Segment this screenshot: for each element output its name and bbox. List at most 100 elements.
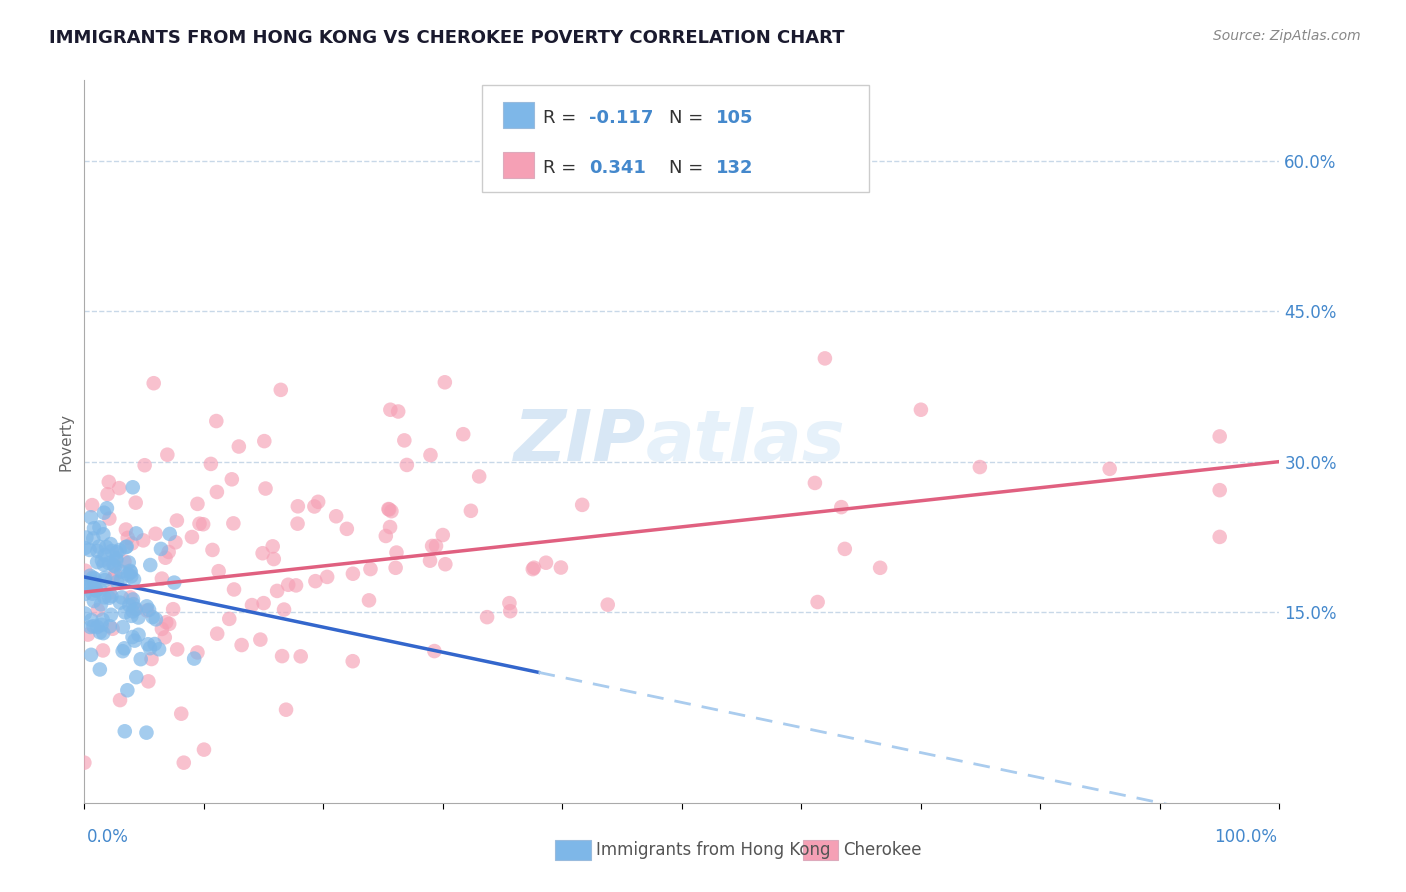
Point xyxy=(80,648,103,662)
Point xyxy=(290,649,312,664)
Point xyxy=(91,527,114,541)
Point xyxy=(108,543,131,558)
Text: R =: R = xyxy=(543,109,582,127)
Point xyxy=(475,610,498,624)
Point xyxy=(90,598,112,612)
Point xyxy=(191,517,214,532)
Point xyxy=(374,529,396,543)
Point xyxy=(181,530,204,544)
Point xyxy=(155,615,177,630)
Point xyxy=(342,566,364,581)
Point xyxy=(108,596,131,610)
Point xyxy=(155,550,177,565)
Point xyxy=(83,575,105,590)
Point xyxy=(359,562,381,576)
Point xyxy=(101,622,124,636)
Point xyxy=(201,543,224,558)
Point xyxy=(127,610,149,624)
Point xyxy=(149,541,172,556)
Point xyxy=(432,528,454,542)
Point xyxy=(91,643,114,657)
Point xyxy=(94,573,117,587)
Point xyxy=(100,537,122,551)
Point xyxy=(91,613,114,627)
Point xyxy=(1209,483,1232,498)
Point xyxy=(468,469,491,483)
Point xyxy=(830,500,852,515)
Point xyxy=(869,561,891,575)
Point xyxy=(834,541,856,556)
Point xyxy=(125,526,148,541)
Point xyxy=(325,509,347,524)
Point xyxy=(166,514,188,528)
Point xyxy=(252,546,274,560)
Point xyxy=(163,575,186,590)
Point xyxy=(98,619,121,633)
Point xyxy=(814,351,837,366)
Point xyxy=(82,532,104,546)
Point xyxy=(111,644,134,658)
Point xyxy=(285,578,308,592)
Point xyxy=(96,540,118,554)
Point xyxy=(120,564,142,578)
Point xyxy=(523,560,546,574)
Point xyxy=(98,586,121,600)
Point xyxy=(93,558,115,572)
Point xyxy=(111,591,134,605)
Point xyxy=(89,625,111,640)
Point xyxy=(150,622,173,636)
Point xyxy=(969,460,991,475)
Point xyxy=(136,637,159,651)
Point xyxy=(423,644,446,658)
Point xyxy=(274,703,297,717)
Point xyxy=(159,527,181,541)
Point xyxy=(75,564,97,578)
Point xyxy=(394,434,416,448)
Point xyxy=(80,574,103,589)
Point xyxy=(108,693,131,707)
Point xyxy=(188,516,211,531)
Point xyxy=(129,652,152,666)
Point xyxy=(105,545,128,559)
Point xyxy=(1209,530,1232,544)
Point xyxy=(138,603,160,617)
Point xyxy=(97,475,120,489)
Point xyxy=(304,574,326,589)
Point xyxy=(86,555,108,569)
Point xyxy=(136,603,159,617)
Point xyxy=(395,458,418,472)
Point xyxy=(114,724,136,739)
Point xyxy=(253,596,276,610)
Text: atlas: atlas xyxy=(647,407,846,476)
Point xyxy=(89,520,111,534)
Point xyxy=(499,604,522,618)
Point xyxy=(117,683,139,698)
Point xyxy=(142,610,165,624)
Point xyxy=(121,630,143,644)
Text: ZIP: ZIP xyxy=(513,407,647,476)
Point xyxy=(79,620,101,634)
Point xyxy=(83,572,105,586)
Point xyxy=(82,587,104,601)
Point xyxy=(425,539,447,553)
Point xyxy=(114,605,136,619)
Point xyxy=(104,559,127,574)
Point xyxy=(117,531,139,545)
Point xyxy=(162,602,184,616)
Point xyxy=(157,616,180,631)
Point xyxy=(73,607,96,621)
Point xyxy=(596,598,619,612)
Point xyxy=(105,574,128,589)
Point xyxy=(150,572,173,586)
Point xyxy=(122,573,145,587)
Text: IMMIGRANTS FROM HONG KONG VS CHEROKEE POVERTY CORRELATION CHART: IMMIGRANTS FROM HONG KONG VS CHEROKEE PO… xyxy=(49,29,845,47)
Point xyxy=(73,541,96,555)
Point xyxy=(534,556,557,570)
Point xyxy=(120,591,142,605)
Point xyxy=(186,645,208,659)
Point xyxy=(249,632,271,647)
Point xyxy=(145,612,167,626)
Point xyxy=(115,540,138,554)
Point xyxy=(125,496,148,510)
Point xyxy=(128,628,150,642)
